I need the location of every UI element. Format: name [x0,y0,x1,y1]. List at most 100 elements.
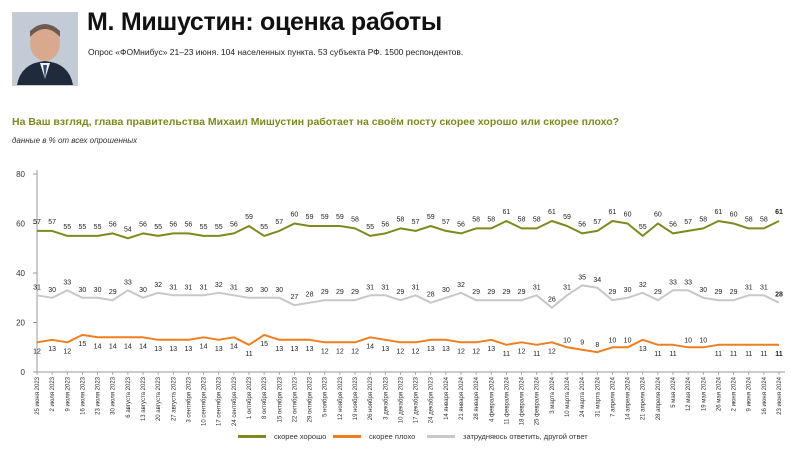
data-label-unsure: 34 [593,277,601,284]
data-label-unsure: 29 [503,289,511,296]
y-tick-label: 60 [16,220,25,229]
data-label-bad: 13 [48,346,56,353]
x-tick-label: 21 января 2024 [459,376,465,420]
data-label-unsure: 31 [745,284,753,291]
x-tick-label: 28 января 2024 [474,376,480,420]
data-label-unsure: 33 [63,279,71,286]
data-label-bad: 12 [518,348,526,355]
data-label-unsure: 29 [351,289,359,296]
data-label-unsure: 32 [639,282,647,289]
x-tick-label: 20 августа 2023 [156,376,162,421]
data-label-bad: 11 [654,351,661,358]
data-label-good: 56 [669,221,677,228]
data-label-good: 59 [306,214,314,221]
data-label-unsure: 32 [457,282,465,289]
portrait-icon [13,13,77,85]
data-label-unsure: 32 [215,282,223,289]
data-label-good: 58 [533,216,541,223]
data-label-unsure: 30 [94,287,102,294]
data-label-unsure: 29 [109,289,117,296]
legend-label-bad: скорее плохо [369,432,416,441]
legend-item-good: скорее хорошо [238,432,326,441]
y-tick-label: 40 [16,269,25,278]
data-label-unsure: 29 [654,289,662,296]
data-label-good: 57 [33,219,41,226]
x-tick-label: 27 августа 2023 [171,376,177,421]
x-tick-label: 24 декабря 2023 [429,376,435,423]
legend-label-unsure: затрудняюсь ответить, другой ответ [463,432,588,441]
data-label-unsure: 29 [472,289,480,296]
legend-swatch-good [238,435,266,438]
x-tick-label: 2 июня 2024 [732,376,738,411]
data-label-unsure: 28 [306,292,314,299]
data-label-unsure: 29 [321,289,329,296]
survey-subtitle: Опрос «ФОМнибус» 21–23 июня. 104 населен… [88,47,464,57]
data-label-bad: 11 [745,351,752,358]
data-label-bad: 14 [366,343,374,350]
data-label-bad: 12 [63,348,71,355]
data-label-good: 54 [124,226,132,233]
data-label-unsure: 29 [487,289,495,296]
x-tick-label: 1 октября 2023 [247,376,253,419]
x-tick-label: 2 июля 2023 [50,376,56,411]
data-label-good: 55 [200,224,208,231]
data-label-bad: 13 [442,346,450,353]
data-label-bad: 13 [154,346,162,353]
data-label-bad: 12 [457,348,465,355]
data-label-bad: 8 [595,342,599,349]
data-label-bad: 12 [472,348,480,355]
data-label-good: 61 [775,209,783,216]
data-label-good: 59 [321,214,329,221]
data-label-unsure: 31 [230,284,238,291]
data-label-unsure: 31 [33,284,41,291]
data-label-good: 55 [260,224,268,231]
x-tick-label: 7 апреля 2024 [610,376,616,416]
page-title: М. Мишустин: оценка работы [87,8,442,36]
data-label-good: 61 [503,209,511,216]
data-label-good: 59 [245,214,253,221]
data-label-bad: 13 [487,346,495,353]
data-label-good: 60 [654,212,662,219]
data-label-unsure: 28 [427,292,435,299]
data-label-bad: 14 [200,343,208,350]
data-label-unsure: 31 [533,284,541,291]
data-label-good: 58 [397,216,405,223]
x-tick-label: 9 июня 2024 [747,376,753,411]
y-tick-label: 0 [21,368,26,377]
data-label-unsure: 29 [715,289,723,296]
data-label-good: 56 [457,221,465,228]
data-label-good: 56 [578,221,586,228]
x-tick-label: 17 декабря 2023 [414,376,420,423]
survey-question: На Ваш взгляд, глава правительства Михаи… [12,116,620,128]
data-label-unsure: 31 [169,284,177,291]
data-label-bad: 13 [639,346,647,353]
data-label-bad: 15 [260,341,268,348]
data-label-good: 61 [609,209,617,216]
data-label-unsure: 29 [609,289,617,296]
data-label-bad: 13 [215,346,223,353]
series-line-good [37,220,780,240]
x-tick-label: 3 марта 2024 [550,376,556,413]
x-tick-label: 5 ноября 2023 [323,376,329,417]
data-label-bad: 9 [580,340,584,347]
x-tick-label: 29 октября 2023 [308,376,314,422]
x-tick-label: 24 марта 2024 [580,376,586,417]
x-tick-label: 11 февраля 2024 [504,376,510,424]
x-tick-label: 23 июля 2023 [96,376,102,414]
data-label-unsure: 30 [699,287,707,294]
data-label-good: 60 [624,212,632,219]
data-label-bad: 13 [185,346,193,353]
legend-label-good: скорее хорошо [274,432,327,441]
x-tick-label: 16 июня 2024 [762,376,768,414]
data-label-bad: 13 [306,346,314,353]
data-label-bad: 14 [230,343,238,350]
data-label-bad: 11 [715,351,722,358]
data-label-good: 59 [427,214,435,221]
data-label-unsure: 35 [578,274,586,281]
data-label-bad: 13 [427,346,435,353]
data-label-unsure: 33 [669,279,677,286]
portrait-photo [12,12,78,86]
data-label-good: 55 [215,224,223,231]
x-tick-label: 10 декабря 2023 [398,376,404,423]
data-note: данные в % от всех опрошенных [12,136,138,145]
